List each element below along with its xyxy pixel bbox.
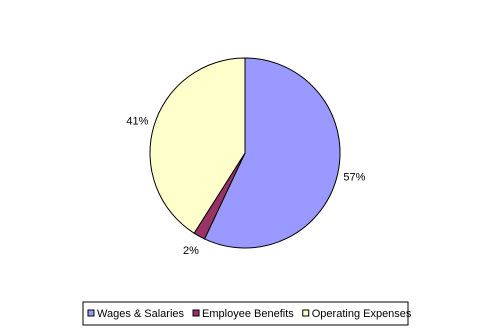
legend-box [82,301,409,326]
legend-swatch [87,309,95,317]
data-label: 2% [183,245,199,257]
legend-label: Operating Expenses [312,308,412,320]
legend-label: Wages & Salaries [97,308,185,320]
legend-label: Employee Benefits [202,308,294,320]
legend-swatch [302,309,310,317]
pie-slice [203,57,341,249]
legend-swatch [192,309,200,317]
data-label: 57% [343,171,365,183]
pie-slice [149,57,246,234]
data-label: 41% [126,116,148,128]
